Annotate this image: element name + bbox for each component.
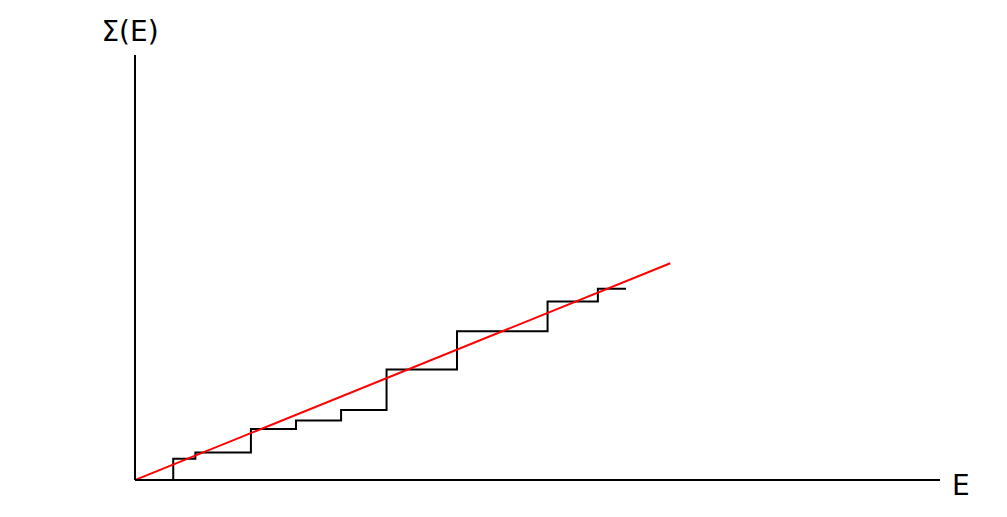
svg-text:Σ(E): Σ(E) bbox=[101, 15, 158, 48]
svg-text:E: E bbox=[952, 469, 970, 502]
